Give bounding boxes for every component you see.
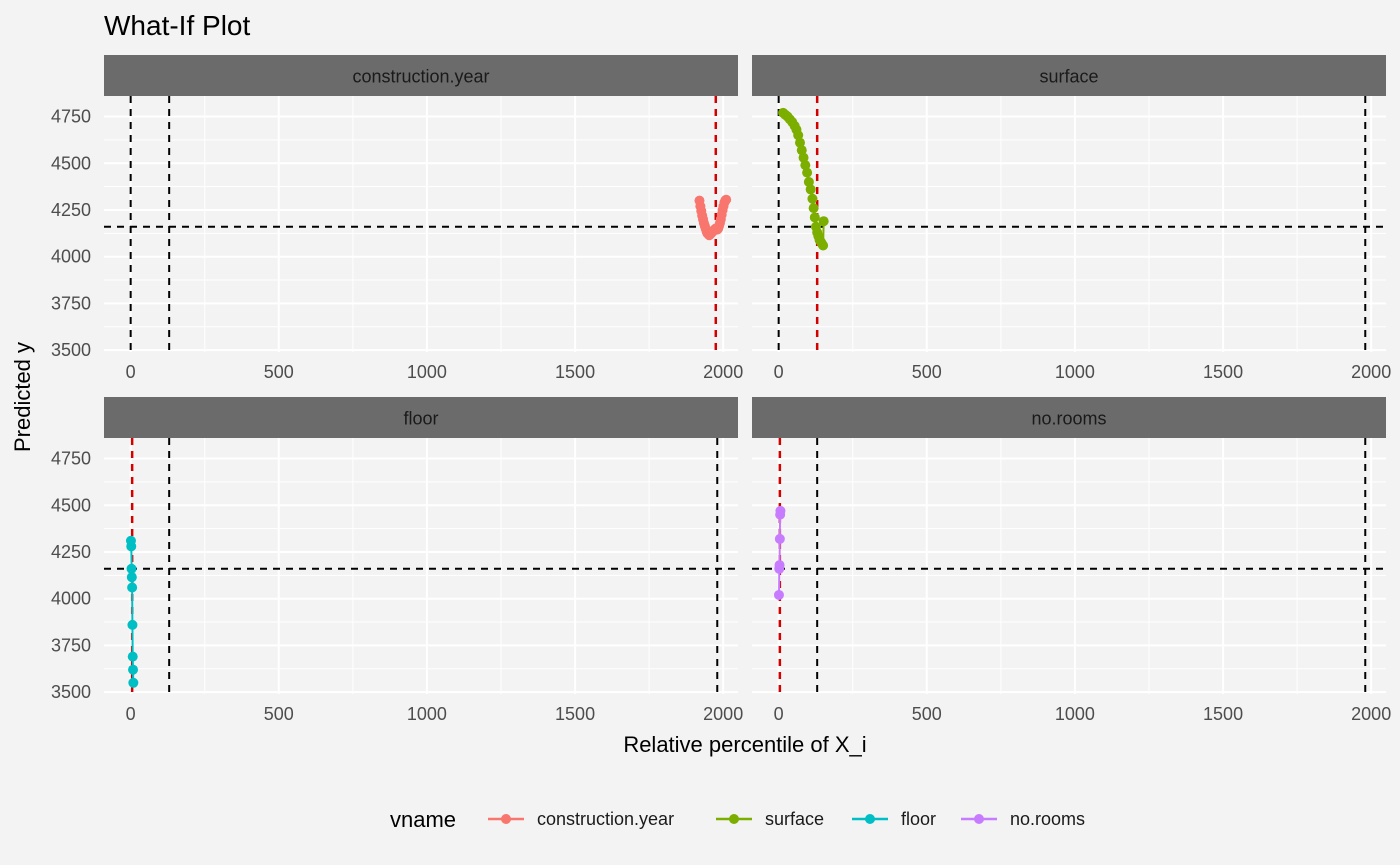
facet-panel: no.rooms 0 500 1000 1500 2000 <box>752 397 1391 724</box>
x-tick-label: 500 <box>264 362 294 382</box>
legend-item: floor <box>852 809 936 829</box>
data-point <box>128 664 139 675</box>
y-axis-title: Predicted y <box>10 342 35 452</box>
data-point <box>796 145 807 156</box>
y-tick-label: 4000 <box>51 247 91 267</box>
data-point <box>793 130 804 141</box>
data-point <box>774 560 785 571</box>
x-tick-label: 1000 <box>407 704 447 724</box>
legend-label: no.rooms <box>1010 809 1085 829</box>
y-tick-label: 4250 <box>51 542 91 562</box>
legend-key-point <box>729 814 739 824</box>
data-point <box>809 212 820 223</box>
data-point <box>802 167 813 178</box>
data-point <box>126 563 137 574</box>
data-point <box>794 137 805 148</box>
x-tick-label: 2000 <box>1351 704 1391 724</box>
x-tick-label: 1500 <box>1203 362 1243 382</box>
data-point <box>808 203 819 214</box>
data-point <box>128 677 139 688</box>
x-tick-label: 1000 <box>1055 704 1095 724</box>
data-point <box>818 240 829 251</box>
facet-strip-label: no.rooms <box>1031 409 1106 429</box>
facet-strip <box>752 397 1386 438</box>
y-tick-label: 4000 <box>51 589 91 609</box>
data-point <box>818 216 829 227</box>
x-tick-label: 0 <box>126 704 136 724</box>
data-point <box>721 194 732 205</box>
facet-strip <box>104 397 738 438</box>
x-tick-label: 2000 <box>1351 362 1391 382</box>
facet-panels: construction.year 0 500 1000 1500 2000 3500 375… <box>51 55 1391 724</box>
facet-strip-label: surface <box>1039 67 1098 87</box>
x-tick-label: 1500 <box>555 362 595 382</box>
y-tick-label: 4250 <box>51 200 91 220</box>
x-tick-label: 0 <box>774 362 784 382</box>
y-tick-label: 4750 <box>51 449 91 469</box>
x-tick-label: 0 <box>774 704 784 724</box>
x-tick-label: 1000 <box>1055 362 1095 382</box>
data-point <box>127 582 138 593</box>
facet-strip-label: floor <box>403 409 438 429</box>
facet-strip-label: construction.year <box>352 67 489 87</box>
y-tick-label: 4750 <box>51 107 91 127</box>
legend-key-point <box>501 814 511 824</box>
legend: vname construction.year surface floor no.ro… <box>390 807 1085 832</box>
data-point <box>773 589 784 600</box>
y-tick-label: 3500 <box>51 340 91 360</box>
data-point <box>127 619 138 630</box>
legend-key-point <box>865 814 875 824</box>
data-point <box>126 541 137 552</box>
data-point <box>127 651 138 662</box>
legend-label: floor <box>901 809 936 829</box>
data-point <box>774 533 785 544</box>
legend-label: construction.year <box>537 809 674 829</box>
legend-item: surface <box>716 809 824 829</box>
legend-label: surface <box>765 809 824 829</box>
legend-item: construction.year <box>488 809 674 829</box>
x-axis-title: Relative percentile of X_i <box>623 732 866 757</box>
facet-panel: floor 0 500 1000 1500 2000 3500 3750 4000 4250 450… <box>51 397 743 724</box>
facet-panel: construction.year 0 500 1000 1500 2000 3500 375… <box>51 55 743 382</box>
data-point <box>800 160 811 171</box>
x-tick-label: 500 <box>912 704 942 724</box>
x-tick-label: 1500 <box>1203 704 1243 724</box>
y-tick-label: 4500 <box>51 495 91 515</box>
x-tick-label: 0 <box>126 362 136 382</box>
x-tick-label: 1000 <box>407 362 447 382</box>
data-point <box>775 505 786 516</box>
data-point <box>126 572 137 583</box>
x-tick-label: 500 <box>912 362 942 382</box>
y-tick-label: 3750 <box>51 293 91 313</box>
x-tick-label: 2000 <box>703 704 743 724</box>
x-tick-label: 500 <box>264 704 294 724</box>
legend-key-point <box>974 814 984 824</box>
y-tick-label: 3500 <box>51 682 91 702</box>
y-tick-label: 3750 <box>51 635 91 655</box>
plot-title: What-If Plot <box>104 10 250 41</box>
x-tick-label: 2000 <box>703 362 743 382</box>
facet-strip <box>752 55 1386 96</box>
facet-panel: surface 0 500 1000 1500 2000 <box>752 55 1391 382</box>
data-point <box>807 193 818 204</box>
legend-title: vname <box>390 807 456 832</box>
data-point <box>798 152 809 163</box>
data-point <box>803 176 814 187</box>
data-point <box>805 184 816 195</box>
facet-strip <box>104 55 738 96</box>
legend-item: no.rooms <box>961 809 1085 829</box>
x-tick-label: 1500 <box>555 704 595 724</box>
y-tick-label: 4500 <box>51 153 91 173</box>
